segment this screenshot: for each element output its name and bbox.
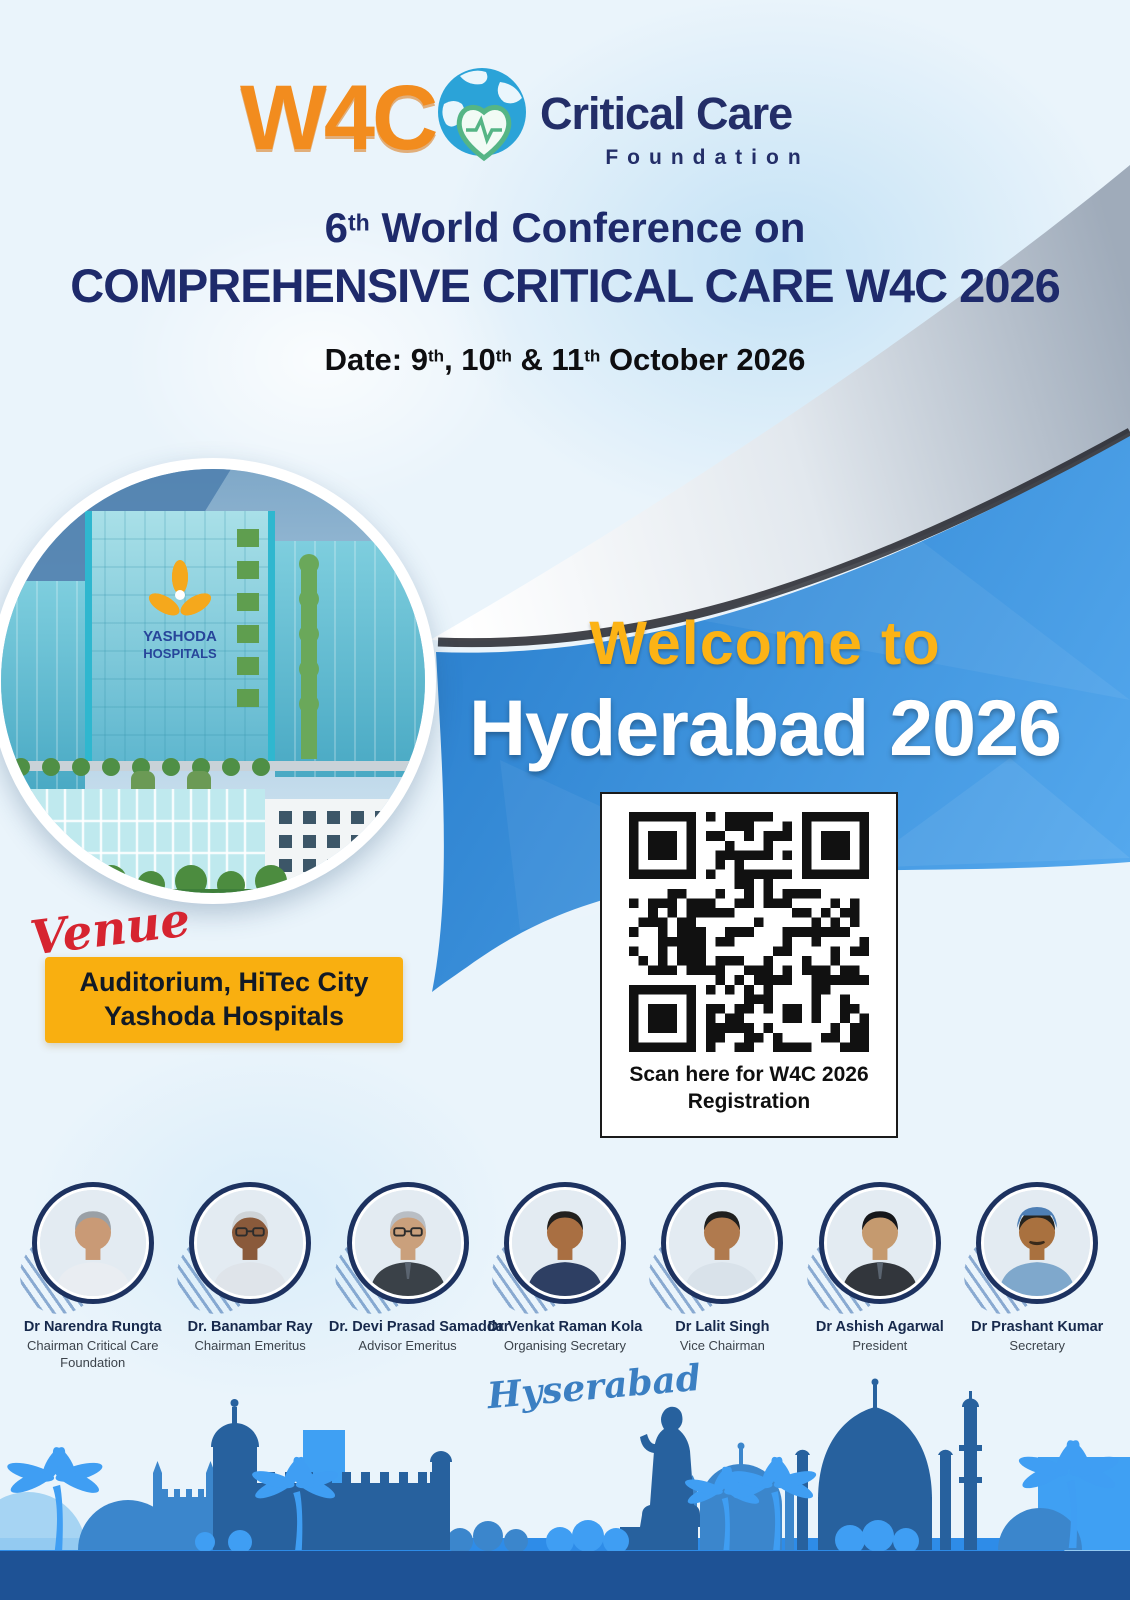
brand-critical-care: Critical Care (540, 88, 793, 139)
advisor-card: Dr Ashish Agarwal President (801, 1182, 958, 1372)
qr-code (629, 812, 869, 1052)
welcome-block: Welcome to Hyderabad 2026 (440, 608, 1090, 774)
welcome-line1: Welcome to (589, 609, 941, 677)
conference-title-line1: 6th World Conference on (324, 204, 806, 251)
avatar (177, 1182, 312, 1314)
venue-line2: Yashoda Hospitals (103, 1000, 345, 1031)
advisor-card: Dr. Devi Prasad Samaddar Advisor Emeritu… (329, 1182, 509, 1372)
portrait-icon (197, 1190, 304, 1296)
portrait-icon (39, 1190, 146, 1296)
globe-heart-icon (438, 68, 526, 162)
portrait-icon (826, 1190, 933, 1296)
advisor-card: Dr Narendra Rungta Chairman Critical Car… (14, 1182, 171, 1372)
brand-foundation: Foundation (605, 146, 810, 169)
avatar (806, 1182, 941, 1314)
advisor-card: Dr Prashant Kumar Secretary (959, 1182, 1116, 1372)
footer-dark-strip (0, 1551, 1130, 1600)
venue-photo-circle: YASHODA HOSPITALS (0, 458, 436, 904)
svg-text:YASHODA: YASHODA (143, 628, 217, 645)
advisor-card: Dr Lalit Singh Vice Chairman (644, 1182, 801, 1372)
advisor-card: Dr Venkat Raman Kola Organising Secretar… (486, 1182, 643, 1372)
hospital-illustration: YASHODA HOSPITALS (1, 469, 425, 893)
svg-text:HOSPITALS: HOSPITALS (143, 646, 217, 661)
hyderabad-skyline (0, 1378, 1130, 1557)
avatar (964, 1182, 1099, 1314)
qr-caption: Scan here for W4C 2026 Registration (629, 1063, 869, 1114)
avatar (334, 1182, 469, 1314)
conference-title-line2: COMPREHENSIVE CRITICAL CARE W4C 2026 (70, 259, 1061, 312)
avatar (649, 1182, 784, 1314)
portrait-icon (511, 1190, 618, 1296)
advisors-row: Dr Narendra Rungta Chairman Critical Car… (0, 1182, 1130, 1372)
portrait-icon (354, 1190, 461, 1296)
advisor-card: Dr. Banambar Ray Chairman Emeritus (171, 1182, 328, 1372)
w4c-logo-text: W4C (240, 67, 438, 169)
registration-qr-card: Scan here for W4C 2026 Registration (600, 792, 898, 1138)
venue-box: Auditorium, HiTec City Yashoda Hospitals (45, 957, 403, 1043)
avatar (491, 1182, 626, 1314)
conference-date: Date: 9th, 10th & 11th October 2026 (324, 342, 806, 377)
venue-line1: Auditorium, HiTec City (79, 967, 369, 997)
portrait-icon (984, 1190, 1091, 1296)
welcome-line2: Hyderabad 2026 (468, 683, 1062, 772)
avatar (19, 1182, 154, 1314)
portrait-icon (669, 1190, 776, 1296)
